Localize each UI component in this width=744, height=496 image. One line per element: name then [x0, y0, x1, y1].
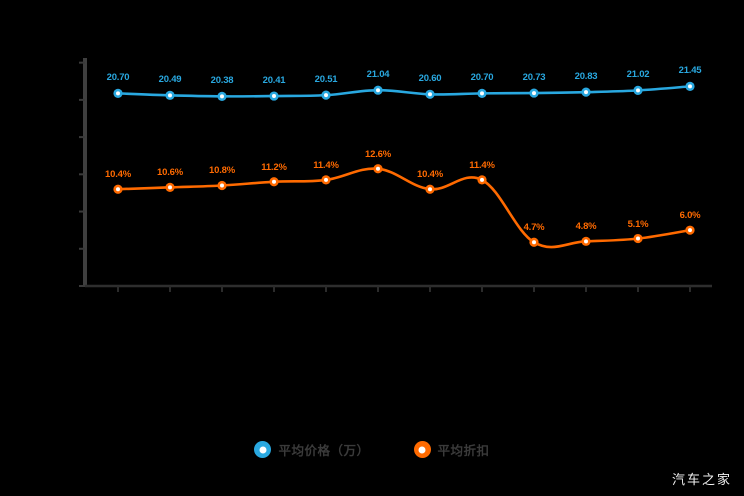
data-point-center [636, 236, 640, 241]
data-label-discount: 12.6% [365, 148, 391, 160]
data-point-center [168, 185, 172, 190]
data-label-discount: 4.7% [523, 222, 545, 234]
data-label-discount: 6.0% [679, 210, 701, 222]
data-point-center [116, 187, 120, 192]
data-label-discount: 11.4% [313, 159, 339, 171]
data-label-price: 20.70 [106, 72, 130, 84]
data-point-center [688, 84, 692, 89]
data-label-discount: 10.4% [105, 169, 131, 181]
data-point-center [480, 177, 484, 182]
data-point-center [480, 91, 484, 96]
data-label-discount: 11.2% [261, 161, 287, 173]
y-axis-ticks [79, 61, 85, 287]
data-label-price: 20.70 [470, 72, 494, 84]
data-label-discount: 4.8% [575, 221, 597, 233]
line-discount [116, 167, 692, 249]
data-label-price: 20.41 [262, 75, 286, 87]
data-point-center [688, 228, 692, 233]
data-point-center [220, 183, 224, 188]
data-point-center [116, 91, 120, 96]
data-label-price: 20.51 [314, 74, 338, 86]
ring-marker-orange-icon [413, 441, 431, 458]
chart-legend: 平均价格（万） 平均折扣 [0, 440, 744, 459]
legend-label-discount: 平均折扣 [437, 444, 490, 458]
data-label-discount: 11.4% [469, 159, 495, 171]
data-point-center [324, 177, 328, 182]
data-point-center [584, 90, 588, 95]
data-point-center [584, 239, 588, 244]
data-label-price: 20.49 [158, 74, 182, 86]
data-point-center [636, 88, 640, 93]
data-point-center [220, 94, 224, 99]
data-point-center [324, 93, 328, 98]
data-label-discount: 5.1% [627, 218, 649, 230]
data-point-center [376, 88, 380, 93]
data-label-discount: 10.8% [209, 165, 235, 177]
data-label-price: 21.45 [678, 65, 702, 77]
data-label-price: 21.02 [626, 69, 650, 81]
line-price [116, 85, 692, 98]
legend-item-price[interactable]: 平均价格（万） [243, 440, 370, 459]
data-label-price: 20.38 [210, 75, 234, 87]
legend-item-discount[interactable]: 平均折扣 [402, 440, 490, 459]
data-label-discount: 10.4% [417, 169, 443, 181]
data-label-price: 20.60 [418, 73, 442, 85]
data-point-center [532, 91, 536, 96]
data-label-price: 21.04 [366, 69, 390, 81]
data-label-price: 20.73 [522, 72, 546, 84]
ring-marker-blue-icon [254, 441, 272, 458]
series-price [113, 81, 695, 101]
data-label-price: 20.83 [574, 71, 598, 83]
data-point-center [168, 93, 172, 98]
site-watermark: 汽车之家 [671, 473, 732, 488]
data-point-center [376, 166, 380, 171]
data-point-center [428, 187, 432, 192]
data-point-center [428, 92, 432, 97]
legend-marker-price-wrap [243, 441, 283, 458]
legend-label-price: 平均价格（万） [278, 444, 370, 458]
data-point-center [272, 94, 276, 99]
data-point-center [532, 240, 536, 245]
legend-marker-discount-wrap [402, 441, 442, 458]
x-axis-ticks [117, 286, 691, 292]
series-discount [113, 164, 695, 249]
data-label-discount: 10.6% [157, 167, 183, 179]
series-layer [113, 81, 695, 249]
data-point-center [272, 179, 276, 184]
